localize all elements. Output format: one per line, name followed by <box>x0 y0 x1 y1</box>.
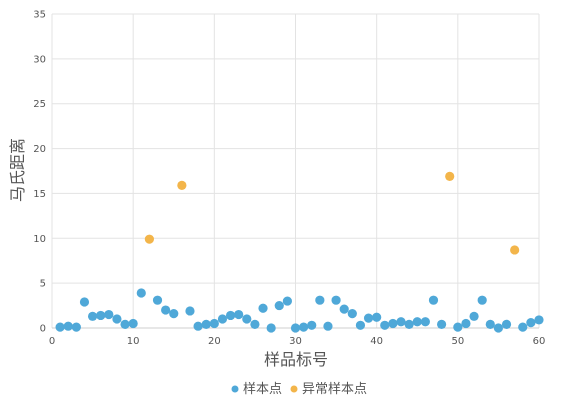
x-tick-label: 0 <box>49 336 55 347</box>
sample-point[interactable] <box>355 320 366 330</box>
sample-point[interactable] <box>526 318 536 328</box>
sample-point[interactable] <box>420 317 430 327</box>
sample-point[interactable] <box>299 322 309 332</box>
sample-point[interactable] <box>161 305 171 315</box>
y-tick-label: 30 <box>33 54 46 65</box>
sample-point[interactable] <box>453 322 463 332</box>
data-points <box>55 171 544 333</box>
y-tick-label: 0 <box>40 324 46 335</box>
axes: 0 5 10 15 20 25 30 35 0 10 20 30 40 50 60 <box>33 10 545 348</box>
sample-point[interactable] <box>112 314 122 324</box>
legend-label-outlier[interactable]: 异常样本点 <box>302 382 367 397</box>
sample-point[interactable] <box>169 309 179 319</box>
x-tick-label: 10 <box>127 336 140 347</box>
legend-label-sample[interactable]: 样本点 <box>243 382 282 397</box>
sample-point[interactable] <box>428 295 439 305</box>
sample-point[interactable] <box>79 297 90 307</box>
sample-point[interactable] <box>339 304 349 314</box>
sample-point[interactable] <box>152 295 163 305</box>
sample-point[interactable] <box>331 295 341 305</box>
sample-point[interactable] <box>242 314 252 324</box>
outlier-point[interactable] <box>445 171 455 181</box>
sample-point[interactable] <box>96 310 106 321</box>
y-tick-label: 35 <box>33 10 46 21</box>
sample-point[interactable] <box>380 320 390 330</box>
sample-point[interactable] <box>87 311 98 321</box>
sample-point[interactable] <box>185 306 195 316</box>
sample-point[interactable] <box>282 296 292 306</box>
y-tick-label: 15 <box>33 189 46 200</box>
sample-point[interactable] <box>437 319 447 330</box>
sample-point[interactable] <box>534 315 544 325</box>
sample-point[interactable] <box>396 317 406 327</box>
x-tick-label: 30 <box>289 336 302 347</box>
sample-point[interactable] <box>250 319 260 330</box>
legend-marker-outlier[interactable] <box>290 385 298 393</box>
sample-point[interactable] <box>412 317 422 327</box>
x-axis-title: 样品标号 <box>264 350 328 369</box>
sample-point[interactable] <box>217 314 228 324</box>
sample-point[interactable] <box>307 320 317 330</box>
sample-point[interactable] <box>323 321 333 331</box>
x-tick-label: 20 <box>208 336 221 347</box>
x-tick-label: 40 <box>370 336 383 347</box>
sample-point[interactable] <box>363 313 374 323</box>
y-tick-label: 25 <box>33 99 46 110</box>
sample-point[interactable] <box>315 295 325 305</box>
sample-point[interactable] <box>55 322 65 332</box>
sample-point[interactable] <box>477 295 487 305</box>
y-tick-label: 10 <box>33 234 46 245</box>
sample-point[interactable] <box>128 318 138 329</box>
sample-point[interactable] <box>461 318 471 329</box>
sample-point[interactable] <box>201 319 211 330</box>
sample-point[interactable] <box>290 323 301 333</box>
y-tick-label: 20 <box>33 144 46 155</box>
sample-point[interactable] <box>266 323 276 333</box>
sample-point[interactable] <box>501 319 512 330</box>
legend[interactable]: 样本点 异常样本点 <box>231 382 368 397</box>
sample-point[interactable] <box>193 321 203 331</box>
y-axis-title: 马氏距离 <box>8 138 27 202</box>
grid-lines <box>51 13 540 328</box>
outlier-point[interactable] <box>510 245 520 255</box>
sample-point[interactable] <box>225 310 236 321</box>
sample-point[interactable] <box>347 309 357 319</box>
sample-point[interactable] <box>485 319 495 330</box>
x-tick-label: 50 <box>451 336 464 347</box>
sample-point[interactable] <box>493 323 504 333</box>
x-tick-label: 60 <box>533 336 546 347</box>
legend-marker-sample[interactable] <box>231 385 239 393</box>
y-tick-label: 5 <box>40 279 46 290</box>
sample-point[interactable] <box>388 318 398 329</box>
sample-point[interactable] <box>63 321 73 331</box>
sample-point[interactable] <box>120 319 130 330</box>
outlier-point[interactable] <box>144 234 154 244</box>
sample-point[interactable] <box>274 300 284 311</box>
sample-point[interactable] <box>258 303 268 313</box>
outlier-point[interactable] <box>177 180 187 190</box>
sample-point[interactable] <box>136 288 146 298</box>
sample-point[interactable] <box>372 312 382 322</box>
sample-point[interactable] <box>469 311 479 321</box>
sample-point[interactable] <box>518 322 528 332</box>
sample-point[interactable] <box>209 318 219 329</box>
sample-point[interactable] <box>404 319 414 330</box>
sample-point[interactable] <box>104 309 114 320</box>
sample-point[interactable] <box>71 322 81 332</box>
sample-point[interactable] <box>234 309 244 320</box>
